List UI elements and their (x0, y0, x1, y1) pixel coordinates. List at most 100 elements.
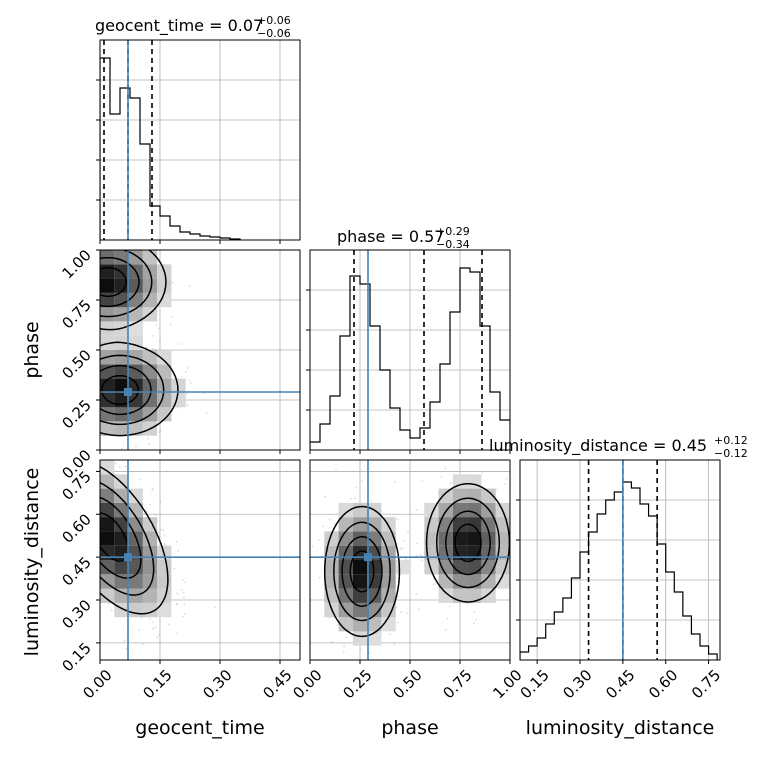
density-cell (324, 531, 339, 546)
sample-point (89, 215, 91, 217)
sample-point (90, 503, 92, 505)
title-luminosity-distance: luminosity_distance = 0.45 +0.12 −0.12 (489, 434, 748, 460)
sample-point (514, 552, 516, 554)
sample-point (83, 280, 85, 282)
title-geocent-time-minus: −0.06 (257, 27, 291, 40)
sample-point (132, 241, 134, 243)
sample-point (181, 375, 183, 377)
sample-point (87, 281, 89, 283)
sample-point (94, 483, 96, 485)
density-cell (100, 574, 115, 589)
density-cell (142, 588, 158, 603)
sample-point (85, 272, 87, 274)
density-cell (157, 378, 172, 393)
sample-point (83, 377, 85, 379)
sample-point (92, 286, 94, 288)
sample-point (97, 414, 99, 416)
sample-point (85, 387, 87, 389)
sample-point (75, 429, 77, 431)
sample-point (82, 291, 84, 293)
sample-point (98, 547, 100, 549)
density-cell (338, 502, 353, 518)
sample-point (95, 529, 97, 531)
sample-point (55, 481, 57, 483)
sample-point (96, 359, 98, 361)
sample-point (91, 294, 93, 296)
sample-point (331, 640, 334, 643)
sample-point (94, 284, 96, 286)
sample-point (61, 478, 63, 480)
sample-point (87, 505, 89, 507)
sample-point (421, 480, 424, 482)
sample-point (481, 471, 484, 474)
sample-point (186, 367, 189, 369)
density-cell (100, 560, 115, 575)
sample-point (90, 414, 92, 416)
sample-point (182, 591, 185, 594)
sample-point (66, 506, 68, 508)
sample-point (92, 274, 94, 276)
sample-point (466, 602, 469, 605)
contours (323, 483, 510, 638)
sample-point (95, 524, 97, 526)
sample-point (56, 310, 58, 312)
sample-point (95, 357, 97, 359)
sample-point (84, 499, 86, 501)
density-cell (114, 574, 129, 589)
density-cell (324, 560, 339, 575)
sample-point (87, 545, 89, 547)
sample-point (91, 470, 93, 472)
sample-point (50, 310, 52, 312)
sample-point (90, 393, 92, 395)
sample-point (318, 576, 321, 579)
sample-point (47, 459, 49, 461)
sample-point (66, 518, 68, 520)
sample-point (97, 376, 99, 378)
sample-point (77, 439, 79, 441)
x-tick-label: 0.75 (688, 666, 724, 702)
sample-point (97, 263, 99, 265)
sample-point (96, 490, 98, 492)
density-cell (467, 517, 482, 532)
sample-point (160, 528, 163, 531)
sample-point (173, 567, 176, 570)
sample-point (79, 342, 81, 344)
sample-point (45, 468, 47, 470)
sample-point (113, 227, 115, 229)
y-tick-label: 0.75 (58, 296, 94, 332)
sample-point (95, 553, 97, 555)
sample-point (152, 628, 154, 630)
sample-point (51, 410, 53, 412)
sample-point (89, 398, 91, 400)
sample-point (68, 517, 70, 519)
sample-point (62, 344, 64, 346)
sample-point (183, 613, 186, 615)
sample-point (36, 460, 38, 462)
sample-point (79, 498, 81, 500)
sample-point (142, 439, 144, 441)
sample-point (79, 289, 81, 291)
sample-point (42, 317, 44, 319)
sample-point (65, 479, 67, 481)
sample-point (393, 643, 396, 646)
joint-density (36, 439, 217, 650)
sample-point (66, 390, 68, 392)
sample-point (60, 442, 62, 444)
sample-point (98, 538, 100, 540)
sample-point (89, 552, 91, 554)
sample-point (46, 479, 48, 481)
sample-point (94, 542, 96, 544)
sample-point (88, 555, 90, 557)
sample-point (54, 382, 56, 384)
sample-point (97, 294, 99, 296)
sample-point (88, 506, 90, 508)
sample-point (84, 279, 86, 281)
sample-point (504, 483, 507, 485)
density-cell (352, 517, 368, 532)
sample-point (181, 615, 184, 618)
joint-geocent-time-luminosity-distance (36, 439, 301, 664)
sample-point (151, 487, 154, 490)
sample-point (54, 504, 56, 506)
sample-point (177, 550, 180, 552)
sample-point (104, 236, 106, 238)
